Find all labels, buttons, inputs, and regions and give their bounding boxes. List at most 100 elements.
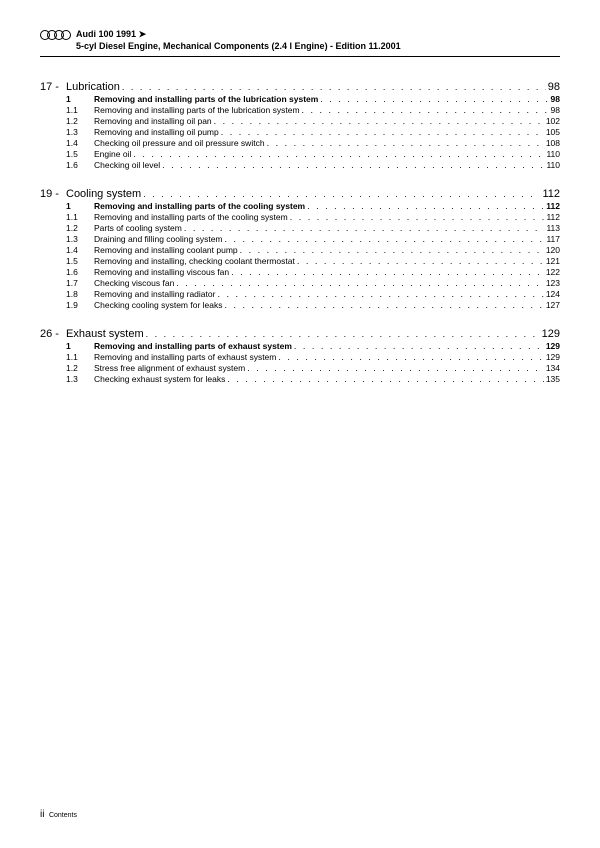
- chapter-number: 17 -: [40, 81, 66, 93]
- item-page: 113: [546, 223, 560, 233]
- toc-item-row: 1.5Removing and installing, checking coo…: [40, 256, 560, 266]
- document-page: Audi 100 1991 ➤ 5-cyl Diesel Engine, Mec…: [0, 0, 600, 848]
- toc-leader-dots: [133, 149, 544, 159]
- item-title: Parts of cooling system: [80, 223, 182, 233]
- toc-leader-dots: [184, 223, 545, 233]
- item-number: 1.9: [40, 300, 80, 310]
- item-page: 105: [546, 127, 560, 137]
- header-subtitle: 5-cyl Diesel Engine, Mechanical Componen…: [76, 40, 401, 52]
- toc-leader-dots: [307, 201, 544, 211]
- item-title: Removing and installing oil pan: [80, 116, 212, 126]
- item-page: 129: [546, 341, 560, 351]
- item-title: Removing and installing coolant pump: [80, 245, 238, 255]
- toc-leader-dots: [146, 329, 540, 339]
- item-title: Checking oil level: [80, 160, 160, 170]
- item-page: 98: [551, 105, 560, 115]
- toc-leader-dots: [225, 300, 544, 310]
- toc-item-row: 1.2Removing and installing oil pan 102: [40, 116, 560, 126]
- header-model: Audi 100 1991: [76, 29, 136, 39]
- toc-item-row: 1.5Engine oil110: [40, 149, 560, 159]
- item-page: 123: [546, 278, 560, 288]
- toc-item-row: 1.1Removing and installing parts of exha…: [40, 352, 560, 362]
- item-title: Stress free alignment of exhaust system: [80, 363, 245, 373]
- header-text: Audi 100 1991 ➤ 5-cyl Diesel Engine, Mec…: [76, 28, 401, 52]
- chapter-page: 98: [548, 81, 560, 93]
- item-title: Removing and installing radiator: [80, 289, 215, 299]
- toc-chapter-row: 19 -Cooling system112: [40, 188, 560, 200]
- toc-leader-dots: [227, 374, 543, 384]
- item-page: 110: [546, 160, 560, 170]
- item-number: 1.3: [40, 127, 80, 137]
- item-number: 1: [40, 341, 80, 351]
- item-number: 1.4: [40, 138, 80, 148]
- item-number: 1.3: [40, 374, 80, 384]
- item-number: 1.6: [40, 160, 80, 170]
- item-page: 117: [546, 234, 560, 244]
- item-title: Removing and installing parts of exhaust…: [80, 352, 276, 362]
- toc-item-row: 1.7Checking viscous fan 123: [40, 278, 560, 288]
- item-number: 1.1: [40, 212, 80, 222]
- arrow-icon: ➤: [139, 29, 147, 39]
- chapter-title: Exhaust system: [66, 328, 144, 340]
- toc-leader-dots: [231, 267, 544, 277]
- toc-item-row: 1.9Checking cooling system for leaks127: [40, 300, 560, 310]
- toc-leader-dots: [290, 212, 545, 222]
- item-title: Draining and filling cooling system: [80, 234, 223, 244]
- toc-leader-dots: [225, 234, 545, 244]
- toc-chapter: 19 -Cooling system1121 Removing and insta…: [40, 188, 560, 310]
- toc-leader-dots: [302, 105, 549, 115]
- toc-leader-dots: [278, 352, 543, 362]
- footer-label: Contents: [49, 812, 77, 819]
- table-of-contents: 17 -Lubrication981Removing and installin…: [40, 81, 560, 384]
- toc-item-row: 1.1Removing and installing parts of the …: [40, 212, 560, 222]
- item-title: Removing and installing viscous fan: [80, 267, 229, 277]
- toc-item-row: 1.2Stress free alignment of exhaust syst…: [40, 363, 560, 373]
- item-number: 1.6: [40, 267, 80, 277]
- toc-item-row: 1Removing and installing parts of the lu…: [40, 94, 560, 104]
- toc-leader-dots: [240, 245, 544, 255]
- toc-item-row: 1.6Checking oil level 110: [40, 160, 560, 170]
- footer-page-number: ii: [40, 809, 44, 820]
- toc-item-row: 1.8Removing and installing radiator 124: [40, 289, 560, 299]
- toc-chapter-row: 26 -Exhaust system 129: [40, 328, 560, 340]
- toc-leader-dots: [162, 160, 544, 170]
- item-page: 110: [546, 149, 560, 159]
- item-number: 1.2: [40, 223, 80, 233]
- toc-item-row: 1.3Draining and filling cooling system 11…: [40, 234, 560, 244]
- toc-item-row: 1.1Removing and installing parts of the …: [40, 105, 560, 115]
- item-page: 124: [546, 289, 560, 299]
- item-number: 1.2: [40, 363, 80, 373]
- item-title: Checking oil pressure and oil pressure s…: [80, 138, 265, 148]
- item-title: Checking viscous fan: [80, 278, 174, 288]
- toc-leader-dots: [217, 289, 543, 299]
- chapter-number: 19 -: [40, 188, 66, 200]
- toc-leader-dots: [297, 256, 544, 266]
- item-number: 1.8: [40, 289, 80, 299]
- toc-leader-dots: [320, 94, 548, 104]
- toc-leader-dots: [267, 138, 544, 148]
- chapter-title: Lubrication: [66, 81, 120, 93]
- item-page: 134: [546, 363, 560, 373]
- item-page: 102: [546, 116, 560, 126]
- item-number: 1.5: [40, 256, 80, 266]
- item-number: 1: [40, 201, 80, 211]
- toc-item-row: 1.3Removing and installing oil pump 105: [40, 127, 560, 137]
- toc-chapter: 26 -Exhaust system 129 1Removing and insta…: [40, 328, 560, 384]
- chapter-page: 129: [542, 328, 560, 340]
- toc-leader-dots: [143, 189, 540, 199]
- item-page: 112: [546, 212, 560, 222]
- item-title: Removing and installing oil pump: [80, 127, 219, 137]
- item-number: 1.7: [40, 278, 80, 288]
- item-number: 1.3: [40, 234, 80, 244]
- chapter-number: 26 -: [40, 328, 66, 340]
- item-title: Checking exhaust system for leaks: [80, 374, 225, 384]
- item-page: 120: [546, 245, 560, 255]
- header-divider: [40, 56, 560, 57]
- item-title: Removing and installing, checking coolan…: [80, 256, 295, 266]
- toc-item-row: 1.2Parts of cooling system 113: [40, 223, 560, 233]
- item-number: 1.5: [40, 149, 80, 159]
- item-number: 1.2: [40, 116, 80, 126]
- item-number: 1.1: [40, 352, 80, 362]
- item-page: 122: [546, 267, 560, 277]
- chapter-page: 112: [542, 188, 560, 200]
